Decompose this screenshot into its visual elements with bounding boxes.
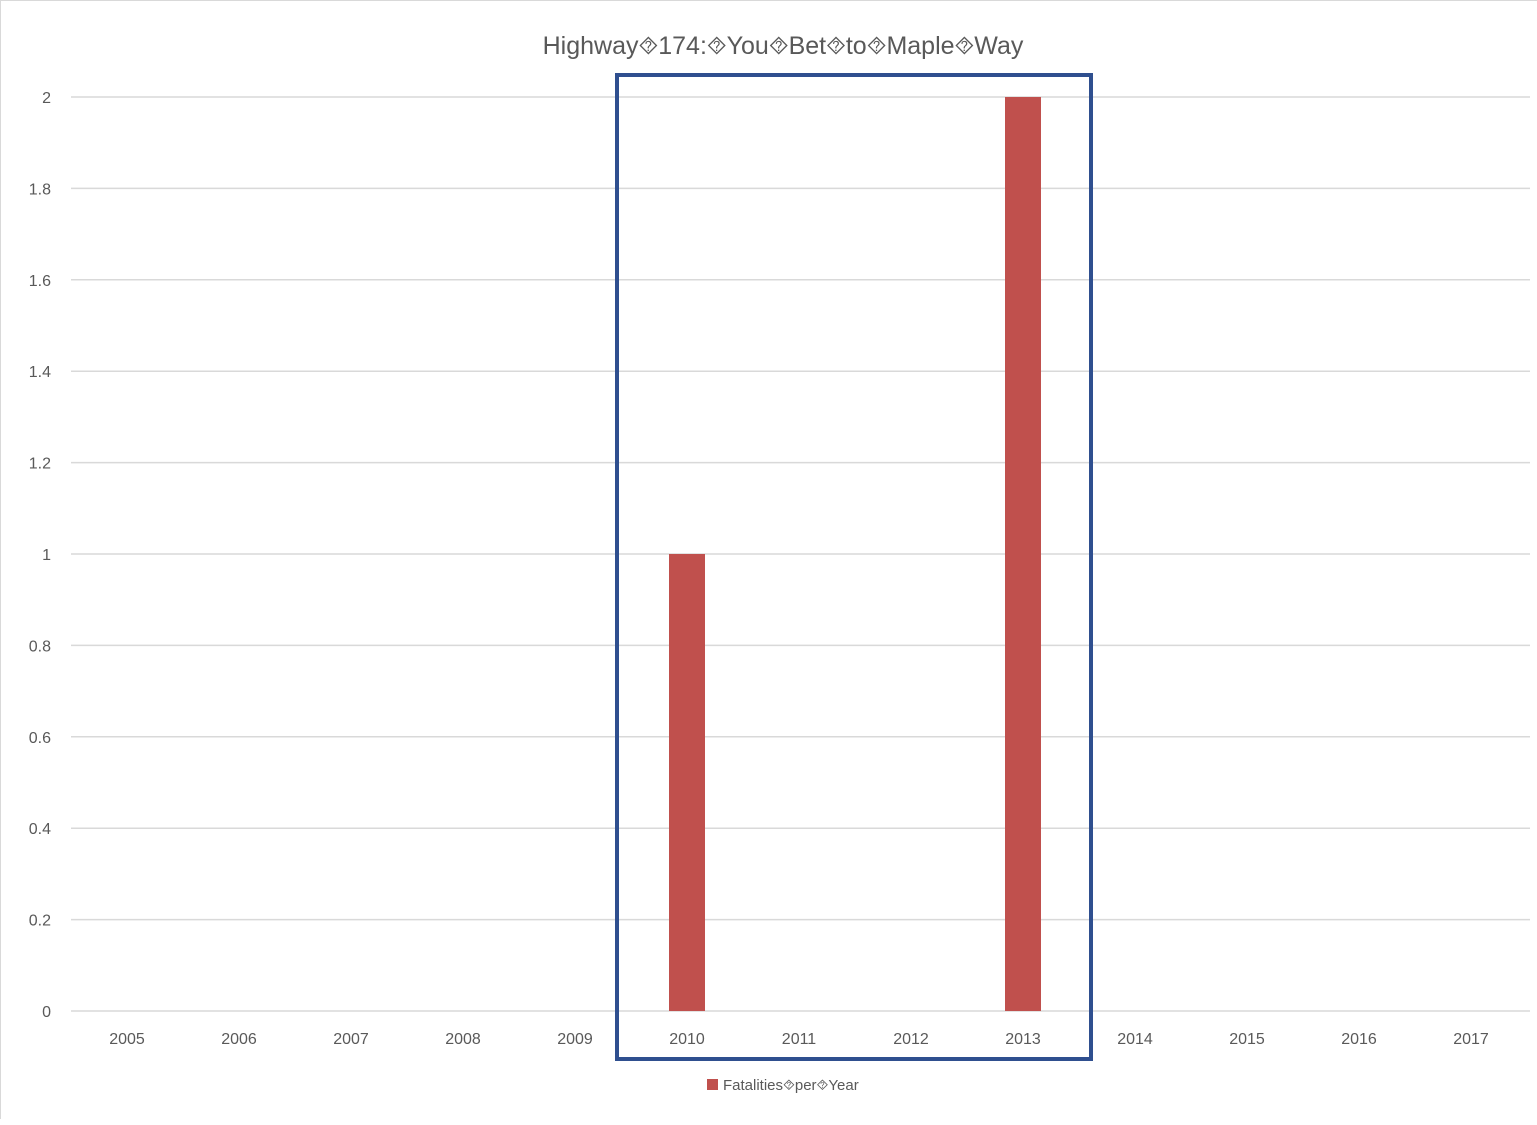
x-tick-label: 2012 [893, 1031, 929, 1048]
legend-label: Fatalities⯑per⯑Year [723, 1077, 859, 1094]
y-tick-label: 0.4 [29, 821, 51, 838]
x-tick-label: 2015 [1229, 1031, 1265, 1048]
bar-2010 [669, 554, 705, 1011]
y-tick-label: 2 [42, 90, 51, 107]
y-tick-label: 1.2 [29, 456, 51, 473]
bars [669, 97, 1041, 1011]
y-axis-tick-labels: 0 0.2 0.4 0.6 0.8 1 1.2 1.4 1.6 1.8 2 [29, 90, 51, 1021]
x-tick-label: 2010 [669, 1031, 705, 1048]
y-tick-label: 1.4 [29, 364, 51, 381]
highlight-box [615, 73, 1093, 1061]
x-tick-label: 2005 [109, 1031, 145, 1048]
x-tick-label: 2009 [557, 1031, 593, 1048]
y-tick-label: 1.6 [29, 273, 51, 290]
x-tick-label: 2014 [1117, 1031, 1153, 1048]
x-tick-label: 2017 [1453, 1031, 1489, 1048]
x-tick-label: 2016 [1341, 1031, 1377, 1048]
chart-title: Highway⯑174:⯑You⯑Bet⯑to⯑Maple⯑Way [543, 32, 1024, 60]
x-tick-label: 2008 [445, 1031, 481, 1048]
x-tick-label: 2006 [221, 1031, 257, 1048]
x-tick-label: 2013 [1005, 1031, 1041, 1048]
legend: Fatalities⯑per⯑Year [707, 1077, 859, 1094]
y-tick-label: 0 [42, 1004, 51, 1021]
x-tick-label: 2007 [333, 1031, 369, 1048]
gridlines [71, 96, 1530, 1012]
x-axis-tick-labels: 2005 2006 2007 2008 2009 2010 2011 2012 2013 2014… [109, 1031, 1489, 1048]
y-tick-label: 0.2 [29, 913, 51, 930]
y-tick-label: 0.6 [29, 730, 51, 747]
legend-swatch [707, 1079, 718, 1090]
bar-2013 [1005, 97, 1041, 1011]
y-tick-label: 0.8 [29, 638, 51, 655]
y-tick-label: 1.8 [29, 181, 51, 198]
y-tick-label: 1 [42, 547, 51, 564]
x-tick-label: 2011 [782, 1031, 817, 1048]
